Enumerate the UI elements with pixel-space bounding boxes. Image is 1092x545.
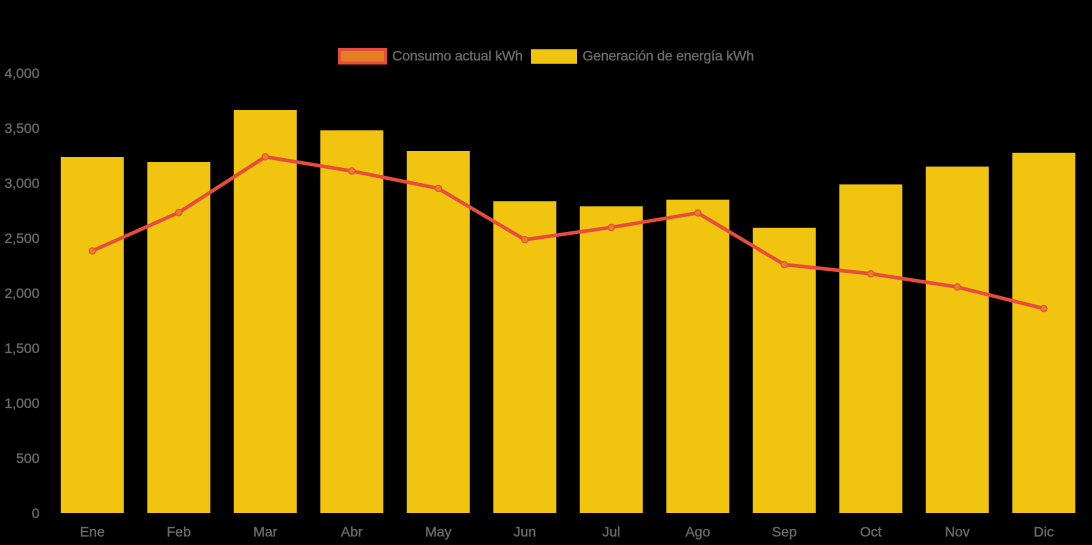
svg-text:2,000: 2,000: [4, 285, 39, 301]
svg-text:Oct: Oct: [860, 524, 882, 540]
svg-text:2,500: 2,500: [4, 230, 39, 246]
svg-text:1,000: 1,000: [4, 395, 39, 411]
svg-text:Jun: Jun: [514, 524, 537, 540]
svg-text:500: 500: [16, 450, 40, 466]
svg-text:4,000: 4,000: [4, 65, 39, 81]
svg-text:Sep: Sep: [772, 524, 797, 540]
svg-text:Jul: Jul: [602, 524, 620, 540]
svg-text:Dic: Dic: [1034, 524, 1054, 540]
svg-text:Ago: Ago: [685, 524, 710, 540]
svg-text:Mar: Mar: [253, 524, 277, 540]
svg-text:Nov: Nov: [945, 524, 970, 540]
svg-text:Ene: Ene: [80, 524, 105, 540]
svg-text:1,500: 1,500: [4, 340, 39, 356]
svg-text:Generación de energía kWh: Generación de energía kWh: [583, 48, 754, 64]
svg-text:3,500: 3,500: [4, 120, 39, 136]
svg-text:0: 0: [32, 505, 40, 521]
svg-text:May: May: [425, 524, 451, 540]
svg-text:Consumo actual kWh: Consumo actual kWh: [392, 48, 522, 64]
svg-text:Feb: Feb: [167, 524, 191, 540]
svg-text:3,000: 3,000: [4, 175, 39, 191]
svg-text:Abr: Abr: [341, 524, 363, 540]
